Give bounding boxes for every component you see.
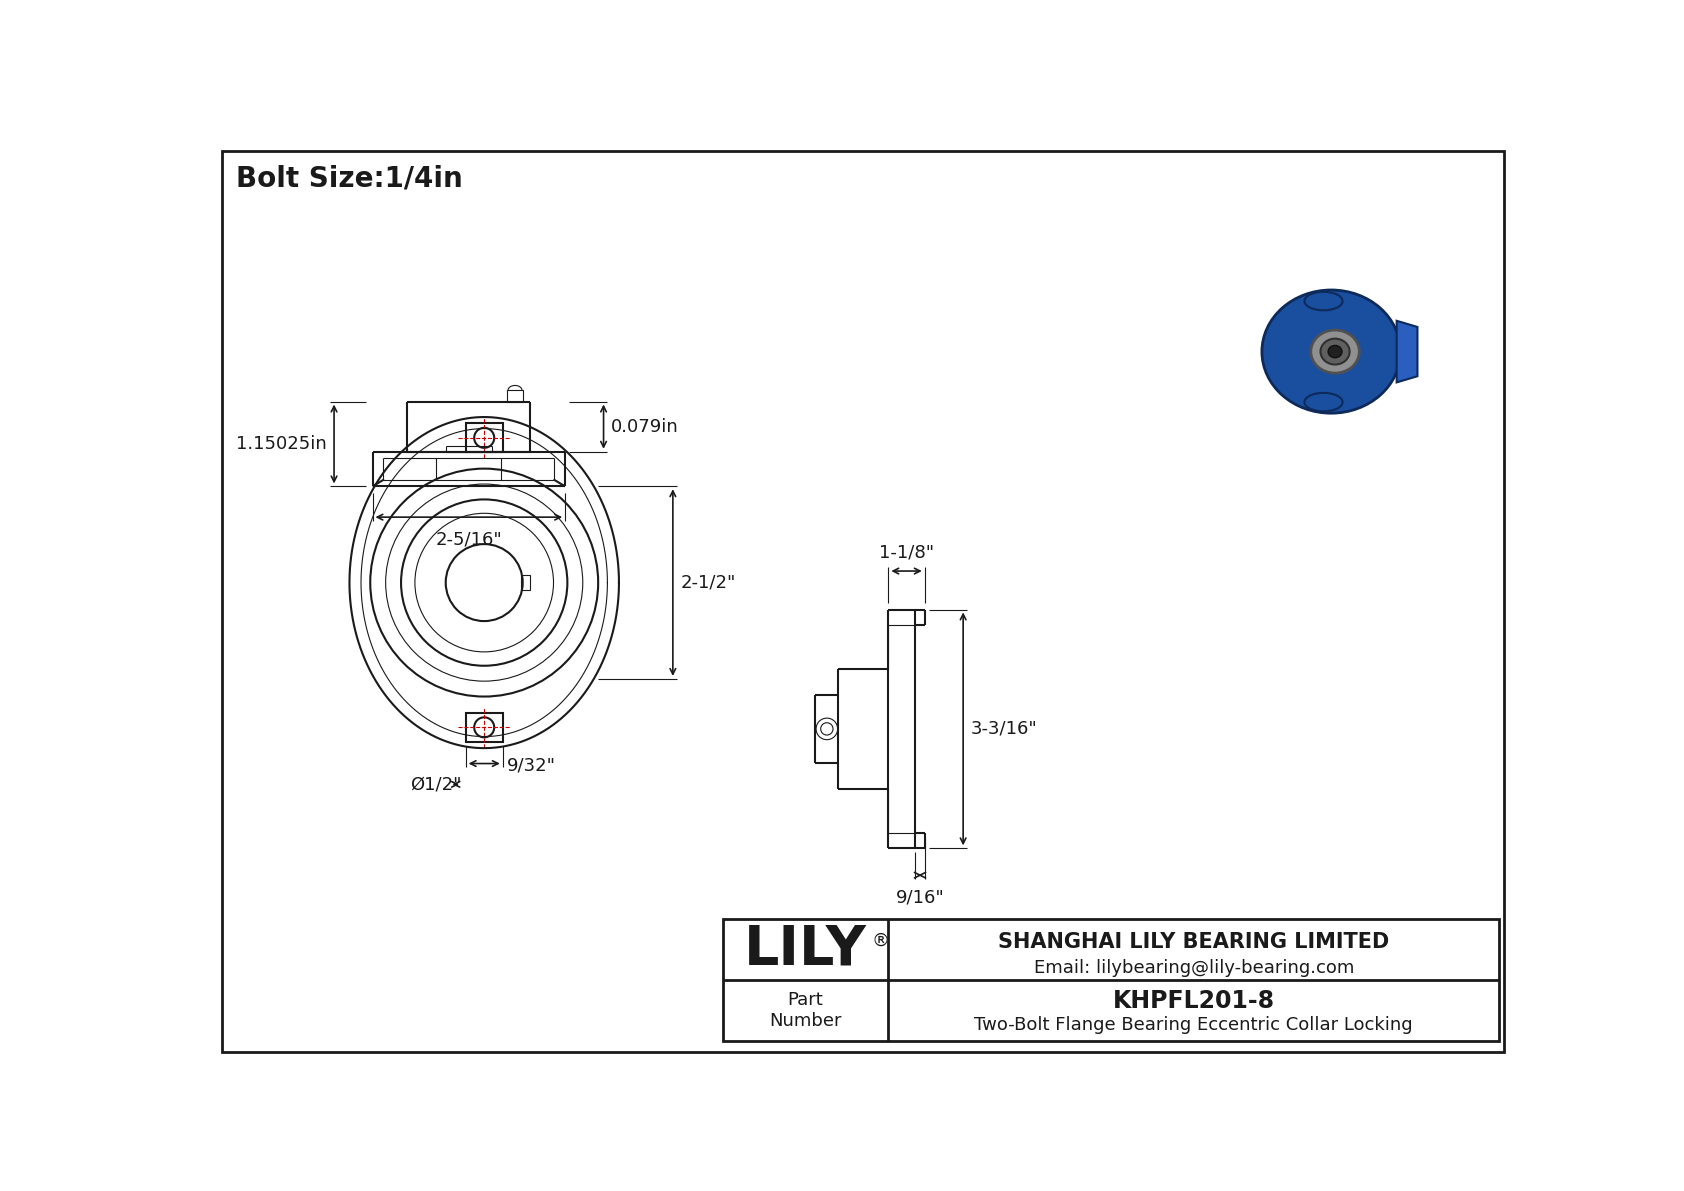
Bar [507,391,522,401]
Text: 2-5/16": 2-5/16" [436,530,502,548]
Ellipse shape [1329,345,1342,357]
Text: 9/16": 9/16" [896,888,945,906]
Bar [722,919,1499,1041]
Text: 1.15025in: 1.15025in [236,435,327,453]
Text: LILY: LILY [744,923,867,977]
Text: 1-1/8": 1-1/8" [879,543,935,561]
Bar [466,423,504,453]
Text: ®: ® [872,933,889,950]
Ellipse shape [1305,393,1342,411]
Text: SHANGHAI LILY BEARING LIMITED: SHANGHAI LILY BEARING LIMITED [999,933,1389,952]
Text: Part
Number: Part Number [770,991,842,1030]
Ellipse shape [1305,292,1342,311]
Text: 9/32": 9/32" [507,756,556,774]
Ellipse shape [1310,330,1359,373]
Text: KHPFL201-8: KHPFL201-8 [1113,989,1275,1012]
Ellipse shape [1261,289,1401,413]
Text: Email: lilybearing@lily-bearing.com: Email: lilybearing@lily-bearing.com [1034,959,1354,977]
Text: 0.079in: 0.079in [611,418,679,436]
Bar [466,712,504,742]
Text: 3-3/16": 3-3/16" [972,719,1037,738]
Text: Two-Bolt Flange Bearing Eccentric Collar Locking: Two-Bolt Flange Bearing Eccentric Collar… [975,1016,1413,1034]
Text: 2-1/2": 2-1/2" [680,574,736,592]
Bar [520,575,530,591]
Ellipse shape [1320,338,1349,364]
Polygon shape [1396,320,1418,382]
Text: Bolt Size:1/4in: Bolt Size:1/4in [236,164,463,193]
Text: Ø1/2": Ø1/2" [411,775,461,793]
